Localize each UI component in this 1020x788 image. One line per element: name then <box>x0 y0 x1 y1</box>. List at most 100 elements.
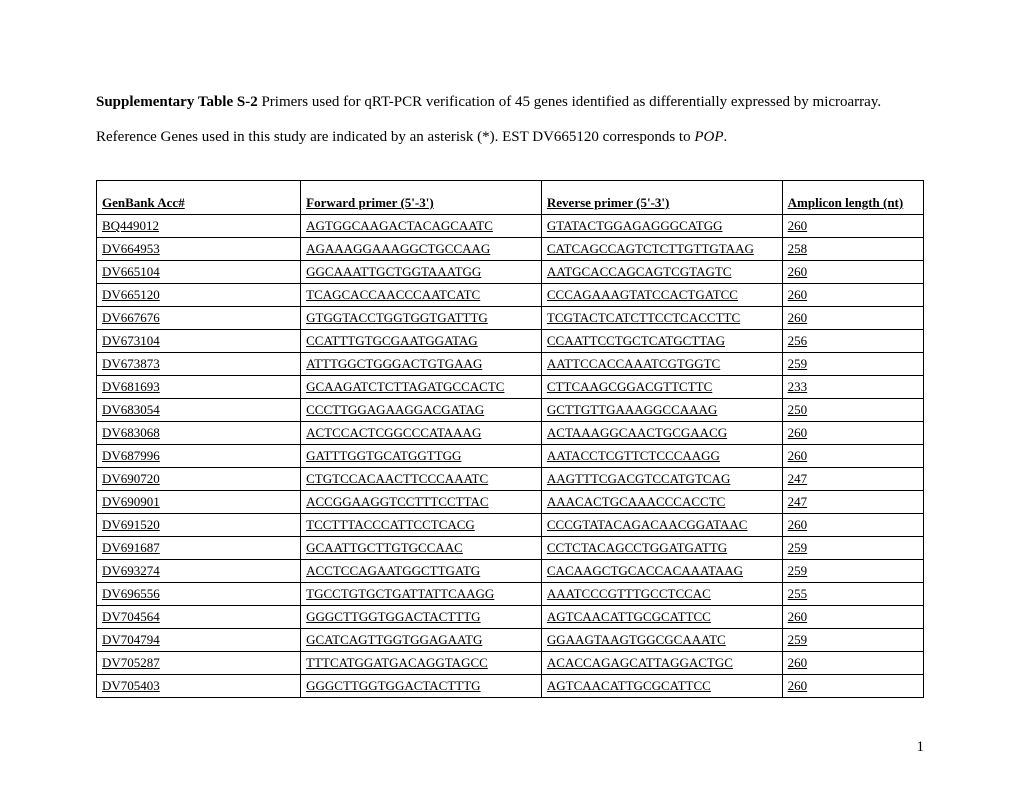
col-header-reverse: Reverse primer (5'-3') <box>541 181 782 215</box>
table-cell: AGAAAGGAAAGGCTGCCAAG <box>301 238 542 261</box>
table-cell: DV673873 <box>97 353 301 376</box>
table-cell: AAGTTTCGACGTCCATGTCAG <box>541 468 782 491</box>
table-row: DV665120TCAGCACCAACCCAATCATCCCCAGAAAGTAT… <box>97 284 924 307</box>
table-caption: Supplementary Table S-2 Primers used for… <box>96 85 924 154</box>
table-cell: ACACCAGAGCATTAGGACTGC <box>541 652 782 675</box>
table-row: DV704564GGGCTTGGTGGACTACTTTGAGTCAACATTGC… <box>97 606 924 629</box>
table-cell: GGGCTTGGTGGACTACTTTG <box>301 606 542 629</box>
table-cell: CCCTTGGAGAAGGACGATAG <box>301 399 542 422</box>
table-cell: DV665120 <box>97 284 301 307</box>
table-cell: DV683054 <box>97 399 301 422</box>
table-row: DV673104CCATTTGTGCGAATGGATAGCCAATTCCTGCT… <box>97 330 924 353</box>
table-cell: GGGCTTGGTGGACTACTTTG <box>301 675 542 698</box>
table-cell: 260 <box>782 675 923 698</box>
table-cell: GATTTGGTGCATGGTTGG <box>301 445 542 468</box>
table-cell: 260 <box>782 422 923 445</box>
table-cell: 247 <box>782 491 923 514</box>
table-cell: 247 <box>782 468 923 491</box>
caption-text-2: . <box>724 129 728 145</box>
table-row: DV664953AGAAAGGAAAGGCTGCCAAGCATCAGCCAGTC… <box>97 238 924 261</box>
table-cell: 260 <box>782 445 923 468</box>
table-cell: BQ449012 <box>97 215 301 238</box>
table-cell: DV704794 <box>97 629 301 652</box>
table-cell: 260 <box>782 514 923 537</box>
table-cell: 259 <box>782 560 923 583</box>
table-cell: GGCAAATTGCTGGTAAATGG <box>301 261 542 284</box>
table-cell: 260 <box>782 606 923 629</box>
table-cell: DV681693 <box>97 376 301 399</box>
table-cell: GTATACTGGAGAGGGCATGG <box>541 215 782 238</box>
table-cell: CCCGTATACAGACAACGGATAAC <box>541 514 782 537</box>
table-cell: DV667676 <box>97 307 301 330</box>
table-cell: 233 <box>782 376 923 399</box>
table-cell: 260 <box>782 307 923 330</box>
caption-italic: POP <box>694 129 723 145</box>
table-row: DV704794GCATCAGTTGGTGGAGAATGGGAAGTAAGTGG… <box>97 629 924 652</box>
table-cell: ACTAAAGGCAACTGCGAACG <box>541 422 782 445</box>
table-cell: 260 <box>782 284 923 307</box>
table-cell: DV691687 <box>97 537 301 560</box>
table-cell: 259 <box>782 537 923 560</box>
table-cell: DV687996 <box>97 445 301 468</box>
table-cell: DV693274 <box>97 560 301 583</box>
page-number: 1 <box>917 739 925 756</box>
table-cell: 258 <box>782 238 923 261</box>
table-cell: 250 <box>782 399 923 422</box>
table-row: DV683068ACTCCACTCGGCCCATAAAGACTAAAGGCAAC… <box>97 422 924 445</box>
table-cell: AAACACTGCAAACCCACCTC <box>541 491 782 514</box>
col-header-length: Amplicon length (nt) <box>782 181 923 215</box>
table-cell: 255 <box>782 583 923 606</box>
table-cell: GTGGTACCTGGTGGTGATTTG <box>301 307 542 330</box>
table-cell: AGTCAACATTGCGCATTCC <box>541 675 782 698</box>
table-cell: ACCTCCAGAATGGCTTGATG <box>301 560 542 583</box>
table-cell: 259 <box>782 353 923 376</box>
table-cell: AATGCACCAGCAGTCGTAGTC <box>541 261 782 284</box>
table-cell: ATTTGGCTGGGACTGTGAAG <box>301 353 542 376</box>
table-cell: DV705403 <box>97 675 301 698</box>
table-cell: AATACCTCGTTCTCCCAAGG <box>541 445 782 468</box>
table-cell: CCTCTACAGCCTGGATGATTG <box>541 537 782 560</box>
primer-table: GenBank Acc# Forward primer (5'-3') Reve… <box>96 180 924 698</box>
table-row: DV665104GGCAAATTGCTGGTAAATGGAATGCACCAGCA… <box>97 261 924 284</box>
table-cell: CCAATTCCTGCTCATGCTTAG <box>541 330 782 353</box>
table-cell: CCATTTGTGCGAATGGATAG <box>301 330 542 353</box>
table-cell: DV683068 <box>97 422 301 445</box>
table-cell: DV691520 <box>97 514 301 537</box>
table-cell: CCCAGAAAGTATCCACTGATCC <box>541 284 782 307</box>
table-cell: GCAAGATCTCTTAGATGCCACTC <box>301 376 542 399</box>
table-cell: CTTCAAGCGGACGTTCTTC <box>541 376 782 399</box>
table-cell: DV690720 <box>97 468 301 491</box>
table-cell: DV705287 <box>97 652 301 675</box>
table-cell: AAATCCCGTTTGCCTCCAC <box>541 583 782 606</box>
table-cell: GCATCAGTTGGTGGAGAATG <box>301 629 542 652</box>
table-cell: AGTGGCAAGACTACAGCAATC <box>301 215 542 238</box>
table-row: DV681693GCAAGATCTCTTAGATGCCACTCCTTCAAGCG… <box>97 376 924 399</box>
table-cell: 260 <box>782 215 923 238</box>
table-cell: AGTCAACATTGCGCATTCC <box>541 606 782 629</box>
table-row: DV673873ATTTGGCTGGGACTGTGAAGAATTCCACCAAA… <box>97 353 924 376</box>
table-cell: TCAGCACCAACCCAATCATC <box>301 284 542 307</box>
table-row: DV705403GGGCTTGGTGGACTACTTTGAGTCAACATTGC… <box>97 675 924 698</box>
col-header-acc: GenBank Acc# <box>97 181 301 215</box>
table-cell: DV665104 <box>97 261 301 284</box>
table-cell: 259 <box>782 629 923 652</box>
table-row: DV691520TCCTTTACCCATTCCTCACGCCCGTATACAGA… <box>97 514 924 537</box>
table-cell: GGAAGTAAGTGGCGCAAATC <box>541 629 782 652</box>
table-cell: DV704564 <box>97 606 301 629</box>
table-cell: CTGTCCACAACTTCCCAAATC <box>301 468 542 491</box>
caption-title: Supplementary Table S-2 <box>96 94 258 110</box>
table-cell: DV664953 <box>97 238 301 261</box>
table-cell: CACAAGCTGCACCACAAATAAG <box>541 560 782 583</box>
col-header-forward: Forward primer (5'-3') <box>301 181 542 215</box>
table-cell: AATTCCACCAAATCGTGGTC <box>541 353 782 376</box>
table-row: DV687996GATTTGGTGCATGGTTGGAATACCTCGTTCTC… <box>97 445 924 468</box>
table-row: DV693274ACCTCCAGAATGGCTTGATGCACAAGCTGCAC… <box>97 560 924 583</box>
table-cell: 260 <box>782 652 923 675</box>
table-row: DV690901ACCGGAAGGTCCTTTCCTTACAAACACTGCAA… <box>97 491 924 514</box>
table-cell: TTTCATGGATGACAGGTAGCC <box>301 652 542 675</box>
table-row: BQ449012AGTGGCAAGACTACAGCAATCGTATACTGGAG… <box>97 215 924 238</box>
table-cell: 260 <box>782 261 923 284</box>
table-row: DV683054CCCTTGGAGAAGGACGATAGGCTTGTTGAAAG… <box>97 399 924 422</box>
table-row: DV696556TGCCTGTGCTGATTATTCAAGGAAATCCCGTT… <box>97 583 924 606</box>
table-cell: ACCGGAAGGTCCTTTCCTTAC <box>301 491 542 514</box>
